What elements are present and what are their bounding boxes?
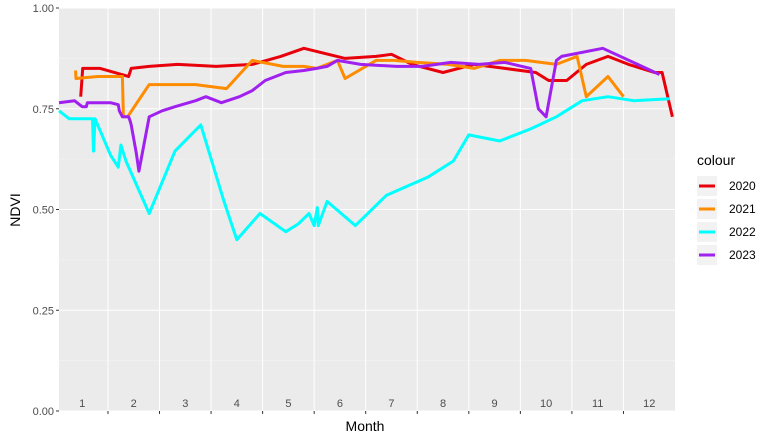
x-tick-label: 12	[643, 398, 655, 410]
x-tick-label: 5	[285, 398, 291, 410]
x-tick-label: 4	[234, 398, 240, 410]
x-tick-label: 9	[492, 398, 498, 410]
x-tick-label: 11	[592, 398, 603, 410]
legend-label-2023: 2023	[729, 248, 756, 262]
legend-label-2021: 2021	[729, 202, 756, 216]
series-line-2020	[79, 46, 674, 118]
legend-label-2022: 2022	[729, 225, 756, 239]
x-tick-label: 8	[440, 398, 446, 410]
series-line-2022	[58, 95, 670, 242]
x-axis: 1 2 3 4 5 6 7 8 9 10 11 12	[79, 398, 655, 414]
y-axis: 0.00 0.25 0.50 0.75 1.00	[33, 3, 59, 418]
y-tick-label: 0.75	[33, 104, 54, 116]
legend-title: colour	[697, 152, 735, 168]
x-tick-label: 6	[337, 398, 343, 410]
series-lines	[58, 46, 674, 242]
x-tick-label: 1	[79, 398, 85, 410]
series-line-2023	[58, 46, 661, 173]
x-tick-label: 7	[388, 398, 394, 410]
x-tick-label: 2	[131, 398, 137, 410]
y-tick-label: 1.00	[33, 3, 54, 15]
x-axis-title: Month	[346, 418, 385, 434]
legend-label-2020: 2020	[729, 179, 756, 193]
x-tick-label: 10	[540, 398, 552, 410]
major-gridlines	[59, 7, 675, 412]
x-tick-label: 3	[182, 398, 188, 410]
legend: colour 2020 2021 2022 2023	[697, 152, 756, 265]
y-axis-title: NDVI	[7, 193, 23, 226]
y-tick-label: 0.25	[33, 305, 54, 317]
y-tick-label: 0.50	[33, 205, 54, 217]
y-tick-label: 0.00	[33, 406, 54, 418]
